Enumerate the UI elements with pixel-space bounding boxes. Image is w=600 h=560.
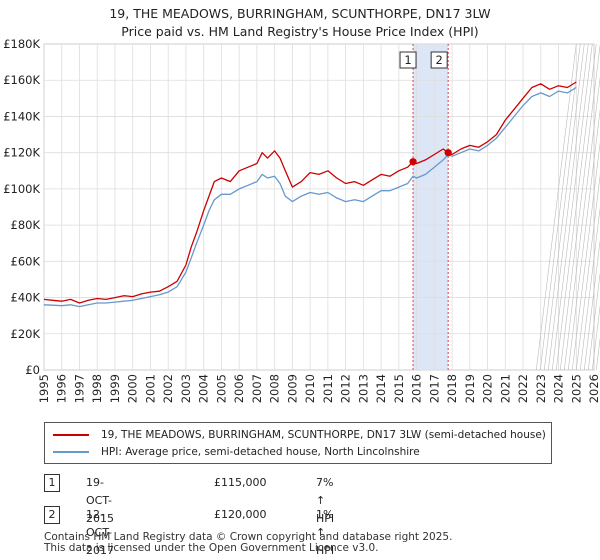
x-tick-label: 2017 bbox=[427, 374, 441, 403]
x-tick-label: 1999 bbox=[108, 374, 122, 403]
transaction-point bbox=[444, 149, 452, 157]
future-hatch bbox=[535, 43, 577, 371]
x-tick-label: 2023 bbox=[534, 374, 548, 403]
x-tick-label: 2026 bbox=[587, 374, 600, 403]
y-tick-label: £80K bbox=[11, 218, 41, 232]
x-tick-label: 2011 bbox=[321, 374, 335, 403]
x-tick-label: 2001 bbox=[143, 374, 157, 403]
future-hatch bbox=[559, 43, 600, 371]
transaction-number-badge: 1 bbox=[44, 474, 60, 492]
transaction-hpi-diff: 1% ↑ HPI bbox=[316, 508, 335, 557]
x-tick-label: 2010 bbox=[303, 374, 317, 403]
x-tick-label: 2019 bbox=[463, 374, 477, 403]
transaction-date: 19-OCT-2015 bbox=[86, 476, 114, 525]
transaction-date: 12-OCT-2017 bbox=[86, 508, 114, 557]
chart-legend: 19, THE MEADOWS, BURRINGHAM, SCUNTHORPE,… bbox=[44, 422, 552, 464]
y-tick-label: £180K bbox=[3, 37, 40, 51]
x-tick-label: 2015 bbox=[392, 374, 406, 403]
price-chart: 1 2 £0 £20K £40K £60K £80K £100K £120K £140K £160… bbox=[3, 37, 600, 403]
future-hatch bbox=[583, 239, 600, 371]
future-hatch bbox=[579, 206, 600, 371]
chart-subtitle: Price paid vs. HM Land Registry's House … bbox=[121, 24, 479, 39]
future-hatch bbox=[543, 43, 585, 371]
x-tick-label: 2000 bbox=[126, 374, 140, 403]
marker-label-box bbox=[430, 51, 448, 69]
x-tick-label: 2002 bbox=[161, 374, 175, 403]
legend-item-hpi: HPI: Average price, semi-detached house,… bbox=[53, 444, 420, 460]
x-tick-label: 2024 bbox=[552, 374, 566, 403]
x-tick-label: 2012 bbox=[339, 374, 353, 403]
future-hatch bbox=[539, 43, 581, 371]
future-hatch bbox=[591, 304, 600, 371]
y-tick-label: £100K bbox=[3, 182, 40, 196]
x-tick-label: 1995 bbox=[37, 374, 51, 403]
future-hatch bbox=[551, 43, 593, 371]
x-tick-label: 2021 bbox=[498, 374, 512, 403]
legend-label-property: 19, THE MEADOWS, BURRINGHAM, SCUNTHORPE,… bbox=[101, 429, 546, 441]
x-tick-label: 2005 bbox=[214, 374, 228, 403]
footer-copyright: Contains HM Land Registry data © Crown c… bbox=[44, 531, 453, 543]
y-tick-label: £40K bbox=[11, 291, 41, 305]
x-tick-label: 2018 bbox=[445, 374, 459, 403]
transaction-price: £115,000 bbox=[214, 476, 267, 489]
x-tick-label: 2008 bbox=[268, 374, 282, 403]
footer-licence: This data is licensed under the Open Gov… bbox=[44, 542, 379, 554]
y-tick-label: £160K bbox=[3, 73, 40, 87]
x-tick-label: 2004 bbox=[197, 374, 211, 403]
transaction-point bbox=[409, 158, 417, 166]
x-tick-label: 1996 bbox=[55, 374, 69, 403]
legend-swatch-hpi bbox=[53, 451, 89, 453]
x-tick-label: 2007 bbox=[250, 374, 264, 403]
future-hatch bbox=[575, 174, 600, 371]
y-tick-label: £60K bbox=[11, 254, 41, 268]
marker-label: 1 bbox=[404, 53, 411, 67]
legend-swatch-property bbox=[53, 434, 89, 436]
x-tick-label: 2009 bbox=[285, 374, 299, 403]
chart-title: 19, THE MEADOWS, BURRINGHAM, SCUNTHORPE,… bbox=[109, 6, 491, 21]
future-hatch bbox=[547, 43, 589, 371]
transaction-number-badge: 2 bbox=[44, 506, 60, 524]
x-tick-label: 2020 bbox=[481, 374, 495, 403]
future-hatch bbox=[587, 271, 600, 371]
x-tick-label: 2016 bbox=[410, 374, 424, 403]
transaction-price: £120,000 bbox=[214, 508, 267, 521]
x-tick-label: 2003 bbox=[179, 374, 193, 403]
series-line-hpi bbox=[43, 86, 577, 308]
x-tick-label: 1997 bbox=[72, 374, 86, 403]
future-hatch bbox=[563, 76, 600, 371]
series-line-property bbox=[43, 81, 577, 304]
plot-area bbox=[43, 43, 595, 371]
y-tick-label: £0 bbox=[25, 363, 40, 377]
x-tick-label: 2014 bbox=[374, 374, 388, 403]
future-hatch bbox=[555, 43, 597, 371]
marker-label-box bbox=[399, 51, 417, 69]
y-tick-label: £20K bbox=[11, 327, 41, 341]
x-tick-label: 2013 bbox=[356, 374, 370, 403]
marker-label: 2 bbox=[435, 53, 442, 67]
x-tick-label: 2022 bbox=[516, 374, 530, 403]
legend-label-hpi: HPI: Average price, semi-detached house,… bbox=[101, 446, 420, 458]
y-tick-label: £120K bbox=[3, 146, 40, 160]
x-tick-label: 2006 bbox=[232, 374, 246, 403]
x-tick-label: 1998 bbox=[90, 374, 104, 403]
future-hatch bbox=[567, 108, 600, 371]
transaction-hpi-diff: 7% ↑ HPI bbox=[316, 476, 335, 525]
x-tick-label: 2025 bbox=[569, 374, 583, 403]
future-hatch bbox=[571, 141, 600, 371]
shaded-region bbox=[413, 44, 449, 370]
y-tick-label: £140K bbox=[3, 109, 40, 123]
legend-item-property: 19, THE MEADOWS, BURRINGHAM, SCUNTHORPE,… bbox=[53, 427, 546, 443]
